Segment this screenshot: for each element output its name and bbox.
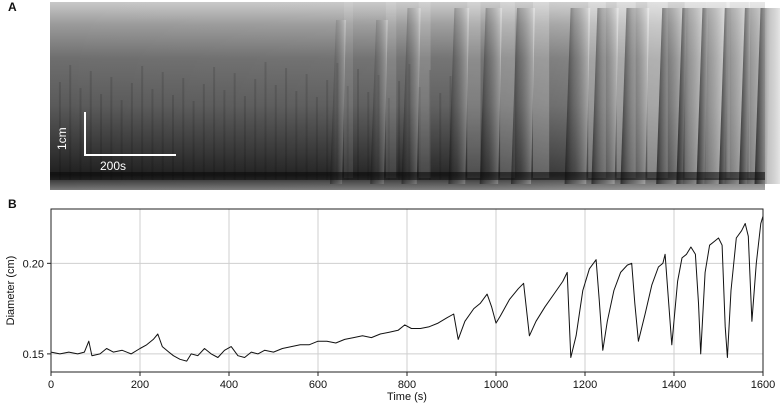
kymograph-streak — [161, 72, 164, 180]
kymograph-streak — [192, 101, 195, 180]
kymograph-bottom-edge — [50, 172, 765, 180]
kymograph-contraction-band — [479, 8, 503, 184]
x-tick-label: 1000 — [484, 379, 508, 391]
kymograph-contraction-band — [591, 8, 619, 184]
x-axis-title: Time (s) — [387, 391, 427, 403]
diameter-chart: 0 200 400 600 800 1000 1200 1400 1600 0.15 0.20 Di… — [5, 208, 775, 403]
kymograph-streak — [418, 87, 421, 180]
scale-bar-horizontal-label: 200s — [100, 159, 126, 173]
panel-b-label: B — [8, 197, 17, 211]
kymograph-image: 1cm 200s — [50, 2, 780, 190]
kymograph-streak — [110, 77, 113, 180]
x-tick-label: 200 — [131, 379, 149, 391]
kymograph-relaxation-region — [500, 2, 515, 178]
kymograph-streak — [285, 68, 288, 180]
kymograph-streak — [89, 71, 92, 180]
x-tick-label: 1600 — [751, 379, 775, 391]
scale-bar-vertical-label: 1cm — [55, 127, 69, 150]
y-tick-label: 0.20 — [23, 258, 44, 270]
kymograph-streak — [315, 97, 318, 180]
kymograph-relaxation-region — [385, 2, 397, 178]
x-tick-label: 400 — [220, 379, 238, 391]
kymograph-contraction-band — [754, 8, 780, 184]
kymograph-relaxation-region — [344, 2, 353, 178]
kymograph-streak — [346, 86, 349, 180]
kymograph-streak — [398, 81, 401, 180]
kymograph-contraction-band — [370, 20, 388, 184]
kymograph-streak — [305, 74, 308, 180]
kymograph-streak — [213, 67, 216, 180]
x-tick-label: 800 — [398, 379, 416, 391]
x-tick-label: 1400 — [662, 379, 686, 391]
kymograph-contraction-band — [401, 8, 421, 184]
kymograph-streak — [254, 79, 257, 180]
kymograph-streak — [182, 78, 185, 180]
kymograph-streak — [243, 96, 246, 180]
kymograph-contraction-band — [448, 8, 470, 184]
y-axis-title: Diameter (cm) — [5, 256, 17, 326]
kymograph-streak — [171, 95, 174, 180]
kymograph-contraction-band — [330, 20, 346, 184]
kymograph-streak — [79, 88, 82, 180]
kymograph-streak — [130, 83, 133, 180]
kymograph-streak — [223, 90, 226, 180]
x-tick-label: 1200 — [573, 379, 597, 391]
kymograph-streak — [202, 84, 205, 180]
kymograph-relaxation-region — [467, 2, 481, 178]
kymograph-streak — [357, 69, 360, 180]
kymograph-streak — [233, 73, 236, 180]
kymograph-streak — [274, 85, 277, 180]
panel-a-label: A — [8, 0, 17, 14]
kymograph-streak — [326, 80, 329, 180]
kymograph-streak — [387, 98, 390, 180]
kymograph-streak — [58, 82, 61, 180]
kymograph-streak — [428, 70, 431, 180]
kymograph-contraction-band — [510, 8, 535, 184]
kymograph-contraction-band — [620, 8, 650, 184]
kymograph-streak — [100, 94, 103, 180]
kymograph-streak — [141, 66, 144, 180]
kymograph-streak — [69, 65, 72, 180]
kymograph-relaxation-region — [532, 2, 550, 178]
kymograph-streak — [264, 62, 267, 180]
kymograph-streak — [439, 93, 442, 180]
kymograph-streak — [295, 91, 298, 180]
kymograph-relaxation-region — [418, 2, 431, 178]
kymograph-streak — [151, 89, 154, 180]
y-tick-label: 0.15 — [23, 349, 44, 361]
x-tick-label: 600 — [309, 379, 327, 391]
kymograph-streak — [367, 92, 370, 180]
diameter-series-line — [50, 216, 764, 362]
x-tick-label: 0 — [48, 379, 54, 391]
kymograph-contraction-band — [564, 8, 591, 184]
kymograph-streak — [120, 100, 123, 180]
